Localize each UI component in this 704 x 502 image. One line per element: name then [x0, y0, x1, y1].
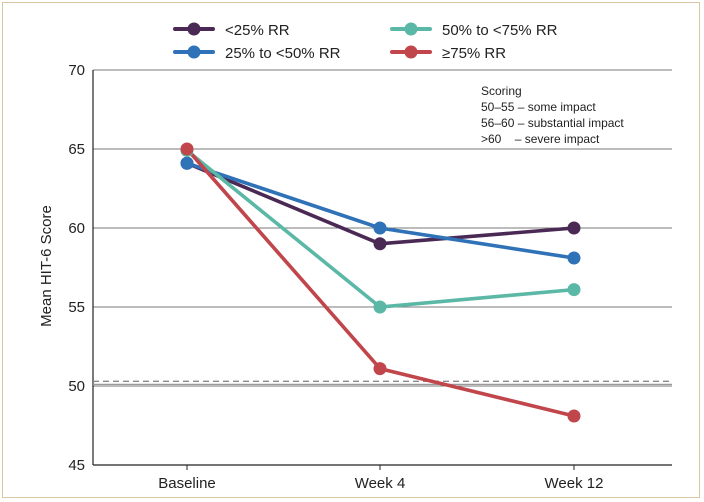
y-tick-label-60: 60 [68, 220, 85, 237]
data-point-s1-1 [373, 221, 387, 235]
data-point-s1-2 [567, 251, 581, 265]
data-point-s0-1 [373, 237, 387, 251]
legend-marker-0 [187, 22, 201, 36]
data-point-s3-1 [373, 362, 387, 376]
legend-label-1: 25% to <50% RR [225, 45, 341, 62]
legend-label-0: <25% RR [225, 22, 290, 39]
y-tick-label-55: 55 [68, 299, 85, 316]
legend: <25% RR 25% to <50% RR 50% to <75% RR ≥75% … [173, 22, 558, 62]
scoring-note: Scoring 50–55 – some impact 56–60 – subs… [481, 84, 624, 146]
x-tick-label-0: Baseline [158, 475, 216, 492]
legend-marker-1 [187, 45, 201, 59]
y-tick-label-65: 65 [68, 141, 85, 158]
data-point-s1-0 [180, 156, 194, 170]
scoring-line-3: >60 – severe impact [481, 132, 600, 146]
x-tick-label-1: Week 4 [355, 475, 406, 492]
series-group [180, 142, 581, 423]
data-point-s0-2 [567, 221, 581, 235]
y-tick-label-45: 45 [68, 457, 85, 474]
axes: 45 50 55 60 65 70 Baseline Week 4 Week 12 [68, 62, 672, 492]
legend-label-2: 50% to <75% RR [442, 22, 558, 39]
legend-marker-3 [404, 45, 418, 59]
legend-label-3: ≥75% RR [442, 45, 506, 62]
y-tick-label-70: 70 [68, 62, 85, 79]
y-axis-title: Mean HIT-6 Score [38, 205, 55, 327]
reference-line [93, 380, 672, 385]
legend-marker-2 [404, 22, 418, 36]
y-tick-label-50: 50 [68, 378, 85, 395]
data-point-s3-2 [567, 409, 581, 423]
data-point-s2-2 [567, 283, 581, 297]
x-tick-label-2: Week 12 [545, 475, 604, 492]
scoring-line-1: 50–55 – some impact [481, 100, 596, 114]
scoring-title: Scoring [481, 84, 522, 98]
scoring-line-2: 56–60 – substantial impact [481, 116, 624, 130]
data-point-s2-1 [373, 300, 387, 314]
chart-frame [2, 2, 700, 498]
data-point-s3-0 [180, 142, 194, 156]
